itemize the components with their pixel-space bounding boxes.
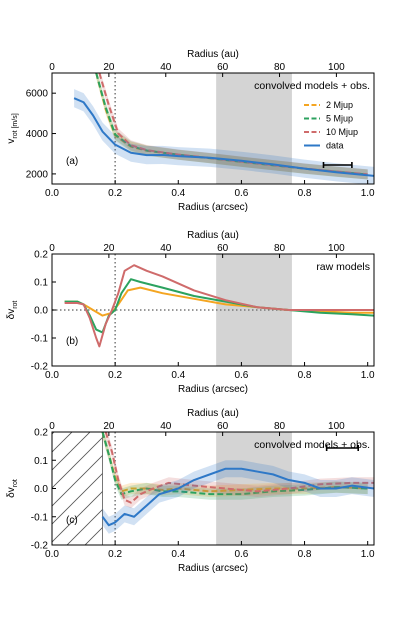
series-band-data [74,89,374,184]
top-tick-label: 100 [328,62,345,73]
top-tick-label: 40 [160,243,172,254]
series-band-m5 [102,432,368,500]
legend-label-m10: 10 Mjup [326,127,358,137]
x-tick-label: 0.6 [234,188,248,199]
top-axis-title: Radius (au) [187,49,239,60]
top-tick-label: 0 [49,243,55,254]
y-tick-label: 6000 [26,89,49,100]
y-tick-label: 0.2 [34,250,48,261]
top-tick-label: 20 [103,62,115,73]
top-tick-label: 0 [49,62,55,73]
x-tick-label: 0.0 [45,549,59,560]
axes-frame [51,72,375,185]
top-axis-title: Radius (au) [187,230,239,241]
top-tick-label: 20 [103,421,115,432]
series-line-data [73,97,374,177]
x-tick-label: 0.4 [171,188,185,199]
y-tick-label: -0.1 [31,512,49,523]
x-tick-label: 0.8 [298,188,312,199]
series-band-m2 [102,432,368,497]
top-tick-label: 100 [328,243,345,254]
top-tick-label: 40 [160,421,172,432]
panel-tag: (a) [66,156,78,167]
y-axis-title: δvrot [6,301,19,320]
y-tick-label: 2000 [26,169,49,180]
top-tick-label: 80 [274,421,286,432]
top-tick-label: 100 [328,421,345,432]
top-tick-label: 40 [160,62,172,73]
panel-title: convolved models + obs. [254,80,370,92]
y-axis-title: vrot [m/s] [6,113,19,143]
series-band-m10 [105,432,374,509]
panel-c: 0.0 0.2 0.4 0.6 0.8 1.0 0 20 40 60 80 100 -0.2 -0.1 0.… [6,408,375,574]
y-axis-title: δvrot [6,479,19,498]
series-line-m2 [101,432,368,493]
legend-label-m2: 2 Mjup [326,100,353,110]
legend-label-data: data [326,141,344,151]
legend-label-m5: 5 Mjup [326,114,353,124]
x-tick-label: 0.2 [108,188,122,199]
top-tick-label: 60 [217,243,229,254]
x-axis-title: Radius (arcsec) [178,563,248,574]
panel-tag: (b) [66,336,78,347]
x-axis-title: Radius (arcsec) [178,384,248,395]
y-tick-label: 0.0 [34,306,48,317]
panel-a: 0.0 0.2 0.4 0.6 0.8 1.0 0 20 40 60 80 100 2000 4000 60… [6,49,375,213]
y-tick-label: 4000 [26,129,49,140]
top-tick-label: 60 [217,62,229,73]
panel-tag: (c) [66,515,78,526]
x-tick-label: 0.0 [45,370,59,381]
y-tick-label: 0.2 [34,428,48,439]
y-tick-label: 0.1 [34,456,48,467]
x-tick-label: 0.2 [108,549,122,560]
top-tick-label: 0 [49,421,55,432]
x-tick-label: 0.8 [298,549,312,560]
plot-area [73,73,374,184]
y-tick-label: -0.2 [31,541,49,552]
top-tick-label: 20 [103,243,115,254]
series-line-m10 [64,264,374,348]
x-tick-label: 0.4 [171,549,185,560]
top-tick-label: 80 [274,62,286,73]
top-axis-title: Radius (au) [187,408,239,419]
plot-area [52,254,374,366]
y-tick-label: -0.1 [31,334,49,345]
panel-title: convolved models + obs. [254,439,370,451]
x-tick-label: 0.2 [108,370,122,381]
y-tick-label: 0.0 [34,484,48,495]
x-tick-label: 0.6 [234,370,248,381]
x-axis-title: Radius (arcsec) [178,202,248,213]
top-tick-label: 60 [217,421,229,432]
y-tick-label: -0.2 [31,362,49,373]
panel-title: raw models [316,261,370,273]
y-tick-label: 0.1 [34,278,48,289]
legend: 2 Mjup 5 Mjup 10 Mjup data [304,100,358,151]
x-tick-label: 0.4 [171,370,185,381]
panel-b: 0.0 0.2 0.4 0.6 0.8 1.0 0 20 40 60 80 100 -0.2 -0.1 0.… [6,230,375,395]
x-tick-label: 0.6 [234,549,248,560]
hatched-region [52,432,103,545]
x-tick-label: 1.0 [361,188,375,199]
x-tick-label: 1.0 [361,549,375,560]
x-tick-label: 1.0 [361,370,375,381]
x-tick-label: 0.8 [298,370,312,381]
series-line-data [101,467,374,527]
plot-area [52,432,374,545]
series-band-data [102,460,374,534]
series-line-m5 [101,432,368,496]
top-tick-label: 80 [274,243,286,254]
x-tick-label: 0.0 [45,188,59,199]
